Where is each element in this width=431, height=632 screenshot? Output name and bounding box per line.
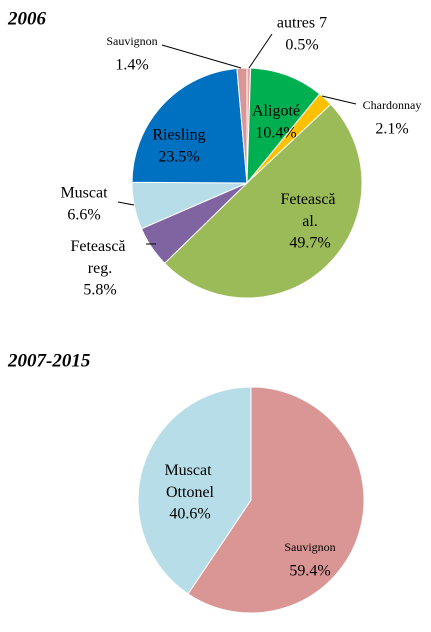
pie-slice <box>236 67 248 184</box>
leader-line <box>248 33 273 69</box>
value-label: 2.1% <box>375 121 408 138</box>
slice-label: autres 7 <box>277 15 327 32</box>
slice-label: Chardonnay <box>363 98 422 112</box>
value-label: 5.8% <box>83 282 116 299</box>
slice-label: Fetească al. <box>280 191 339 230</box>
chart-title: 2007-2015 <box>7 350 91 371</box>
pie-slice <box>163 103 363 299</box>
value-label: 49.7% <box>289 235 330 252</box>
pie-slice <box>187 386 365 614</box>
slice-label: Muscat Ottonel <box>164 462 215 501</box>
value-label: 10.4% <box>255 125 296 142</box>
value-label: 59.4% <box>289 563 330 580</box>
leader-line <box>321 95 357 105</box>
slice-label: Muscat <box>60 185 108 202</box>
slice-label: Aligoté <box>252 103 300 120</box>
value-label: 6.6% <box>67 207 100 224</box>
slice-label: Riesling <box>152 127 205 144</box>
value-label: 23.5% <box>158 149 199 166</box>
leader-line <box>117 201 135 206</box>
slice-label: Sauvignon <box>284 540 335 554</box>
pie-slice <box>131 67 248 184</box>
slice-label: Sauvignon <box>106 34 157 48</box>
pie-slice <box>137 386 252 595</box>
pie-slice <box>246 67 321 185</box>
leader-line <box>161 44 242 69</box>
slice-label: Fetească reg. <box>70 238 129 277</box>
value-label: 40.6% <box>169 506 210 523</box>
chart-title: 2006 <box>7 8 47 29</box>
value-label: 0.5% <box>285 37 318 54</box>
value-label: 1.4% <box>115 57 148 74</box>
